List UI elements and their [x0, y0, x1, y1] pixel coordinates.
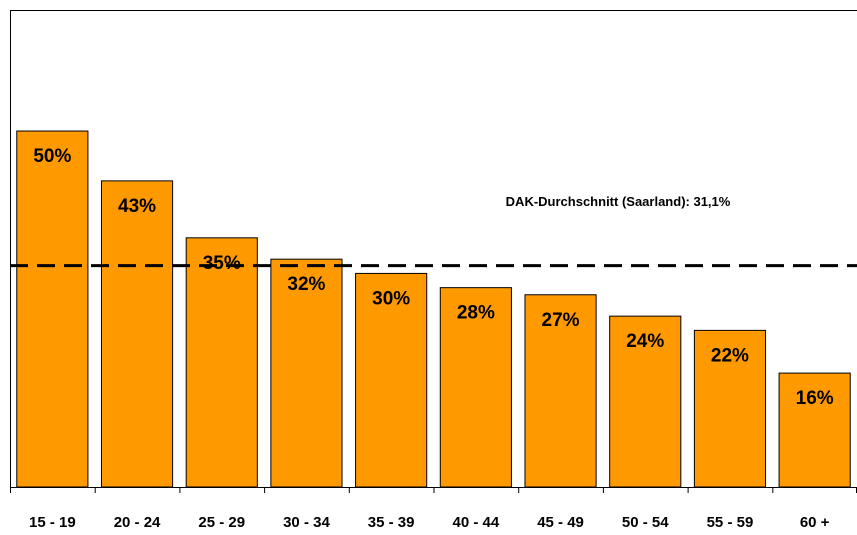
value-label: 16% [796, 388, 834, 409]
reference-label: DAK-Durchschnitt (Saarland): 31,1% [506, 194, 731, 209]
value-label: 43% [118, 196, 156, 217]
value-label: 35% [203, 253, 241, 274]
x-tick-label: 45 - 49 [537, 514, 584, 531]
value-label: 22% [711, 345, 749, 366]
bar [100, 180, 174, 488]
bar [609, 315, 682, 488]
bar [693, 329, 767, 488]
value-label: 50% [33, 146, 71, 167]
bar [185, 237, 258, 488]
value-label: 24% [626, 331, 664, 352]
x-tick-label: 35 - 39 [368, 514, 415, 531]
bar [16, 130, 89, 488]
value-label: 30% [372, 288, 410, 309]
x-tick-label: 15 - 19 [29, 514, 76, 531]
value-label: 32% [287, 274, 325, 295]
bar [270, 258, 343, 488]
x-tick-label: 50 - 54 [622, 514, 669, 531]
x-tick-label: 20 - 24 [114, 514, 161, 531]
bar [524, 294, 597, 488]
value-label: 27% [542, 310, 580, 331]
bar [778, 372, 851, 488]
x-tick-label: 55 - 59 [707, 514, 754, 531]
value-label: 28% [457, 303, 495, 324]
x-tick-label: 40 - 44 [452, 514, 499, 531]
x-tick-label: 30 - 34 [283, 514, 330, 531]
bar [355, 272, 428, 488]
x-tick-label: 60 + [800, 514, 830, 531]
bar [439, 287, 512, 488]
x-tick-label: 25 - 29 [198, 514, 245, 531]
